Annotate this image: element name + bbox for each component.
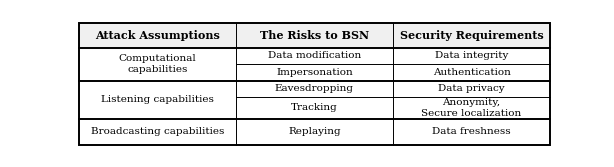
Polygon shape (79, 23, 550, 48)
Text: Computational
capabilities: Computational capabilities (119, 54, 196, 74)
Text: Replaying: Replaying (288, 127, 341, 136)
Text: Broadcasting capabilities: Broadcasting capabilities (91, 127, 224, 136)
Text: Data integrity: Data integrity (435, 51, 508, 60)
Text: Authentication: Authentication (433, 68, 510, 77)
Text: The Risks to BSN: The Risks to BSN (260, 30, 369, 41)
Text: Anonymity,
Secure localization: Anonymity, Secure localization (421, 98, 522, 118)
Text: Data modification: Data modification (268, 51, 361, 60)
Text: Listening capabilities: Listening capabilities (101, 95, 214, 104)
Text: Data privacy: Data privacy (438, 84, 505, 93)
Text: Security Requirements: Security Requirements (400, 30, 543, 41)
Text: Attack Assumptions: Attack Assumptions (95, 30, 220, 41)
Text: Eavesdropping: Eavesdropping (275, 84, 354, 93)
Text: Impersonation: Impersonation (276, 68, 353, 77)
Text: Data freshness: Data freshness (432, 127, 511, 136)
Text: Tracking: Tracking (291, 103, 338, 112)
